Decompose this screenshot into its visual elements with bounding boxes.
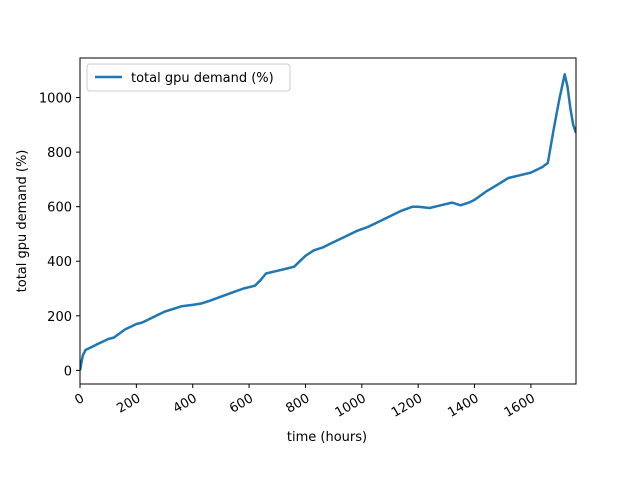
y-tick-label: 600 xyxy=(47,201,72,216)
legend: total gpu demand (%) xyxy=(86,63,291,92)
y-tick-label: 0 xyxy=(64,364,72,379)
y-tick-label: 400 xyxy=(47,255,72,270)
y-axis-title: total gpu demand (%) xyxy=(15,150,30,293)
x-axis-title: time (hours) xyxy=(287,430,367,445)
legend-label: total gpu demand (%) xyxy=(131,71,274,86)
plot-frame xyxy=(79,57,577,385)
y-tick-label: 800 xyxy=(47,146,72,161)
y-tick-label: 1000 xyxy=(39,92,72,107)
legend-box xyxy=(86,63,291,92)
series-line-0 xyxy=(80,73,576,371)
y-tick-label: 200 xyxy=(47,310,72,325)
